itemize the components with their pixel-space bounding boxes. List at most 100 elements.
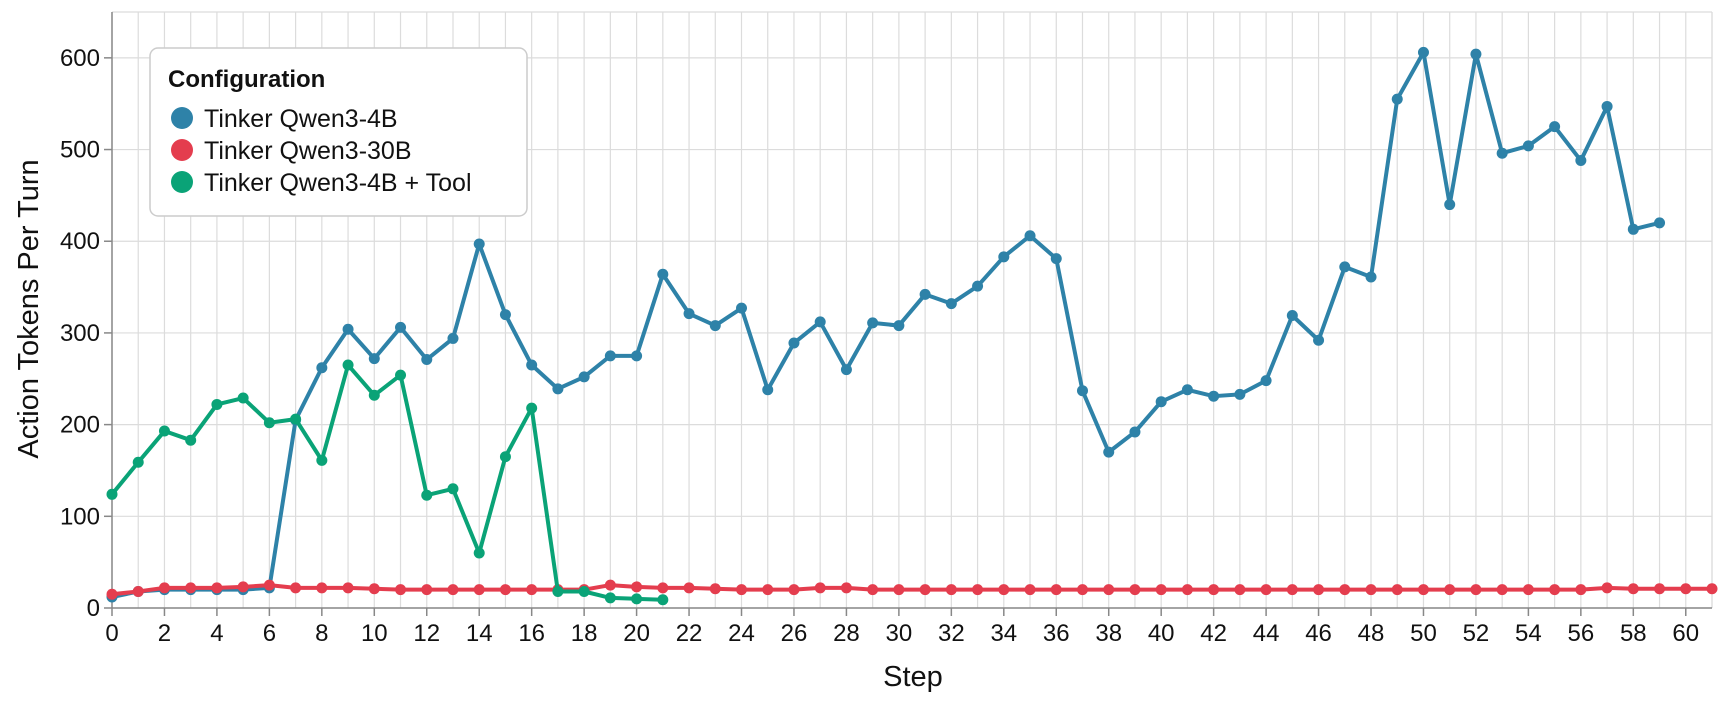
data-point [132,456,144,468]
legend-label: Tinker Qwen3-4B [204,105,398,133]
x-tick-label: 32 [938,620,965,647]
data-point [1522,584,1534,596]
x-tick-label: 2 [158,620,171,647]
data-point [185,434,197,446]
x-tick-label: 60 [1672,620,1699,647]
x-tick-label: 52 [1463,620,1490,647]
data-point [631,593,643,605]
data-point [1076,584,1088,596]
data-point [1155,396,1167,408]
data-point [1260,584,1272,596]
data-point [237,392,249,404]
data-point [368,583,380,595]
y-tick-label: 300 [60,320,100,347]
data-point [1575,584,1587,596]
data-point [998,584,1010,596]
data-point [211,582,223,594]
data-point [578,371,590,383]
data-point [1391,584,1403,596]
data-point [1129,584,1141,596]
data-point [1208,584,1220,596]
data-point [395,584,407,596]
data-point [604,592,616,604]
data-point [631,350,643,362]
legend-title: Configuration [168,66,325,93]
data-point [919,584,931,596]
data-point [1654,217,1666,229]
x-tick-label: 40 [1148,620,1175,647]
x-tick-label: 34 [990,620,1017,647]
series-line [110,363,665,602]
data-point [1260,375,1272,387]
legend-label: Tinker Qwen3-30B [204,137,412,165]
data-point [421,489,433,501]
data-point [998,251,1010,263]
data-point [683,308,695,320]
data-point [368,353,380,365]
data-point [1627,223,1639,235]
data-point [893,320,905,332]
x-tick-label: 22 [676,620,703,647]
data-point [1024,584,1036,596]
data-point [736,302,748,314]
x-tick-label: 42 [1200,620,1227,647]
data-point [1680,583,1692,595]
x-tick-label: 56 [1568,620,1595,647]
data-point [1601,100,1613,112]
data-point [1181,384,1193,396]
data-point [1706,583,1718,595]
data-point [342,359,354,371]
data-point [683,582,695,594]
series-3 [106,359,669,606]
data-point [290,582,302,594]
data-point [447,584,459,596]
data-point [185,582,197,594]
x-tick-label: 16 [518,620,545,647]
series-lines [106,46,1718,606]
data-point [473,238,485,250]
data-point [788,584,800,596]
x-tick-label: 30 [886,620,913,647]
data-point [972,280,984,292]
data-point [1496,584,1508,596]
data-point [788,337,800,349]
x-tick-label: 18 [571,620,598,647]
x-tick-label: 38 [1095,620,1122,647]
legend-swatch [171,107,193,129]
data-point [368,389,380,401]
data-point [395,369,407,381]
data-point [867,584,879,596]
data-point [657,268,669,280]
data-point [919,288,931,300]
data-point [1365,271,1377,283]
data-point [1050,584,1062,596]
data-point [263,417,275,429]
data-point [1391,93,1403,105]
data-point [1549,121,1561,133]
x-tick-label: 24 [728,620,755,647]
data-point [657,594,669,606]
legend-swatch [171,171,193,193]
y-tick-label: 200 [60,412,100,439]
y-tick-label: 0 [87,595,100,622]
data-point [1470,48,1482,60]
x-tick-label: 26 [781,620,808,647]
data-point [499,309,511,321]
data-point [342,323,354,335]
data-point [1181,584,1193,596]
x-tick-label: 4 [210,620,223,647]
data-point [106,588,118,600]
x-tick-label: 0 [105,620,118,647]
x-tick-label: 20 [623,620,650,647]
data-point [1076,385,1088,397]
data-point [211,398,223,410]
data-point [526,359,538,371]
axes: 0 2 4 6 8 10 12 14 16 18 20 22 24 26 28 30 32 34 36 38 40 42 4… [60,12,1712,647]
data-point [1522,140,1534,152]
y-tick-label: 600 [60,45,100,72]
data-point [1444,199,1456,211]
data-point [158,425,170,437]
data-point [762,384,774,396]
x-axis-title: Step [883,661,943,693]
data-point [499,451,511,463]
